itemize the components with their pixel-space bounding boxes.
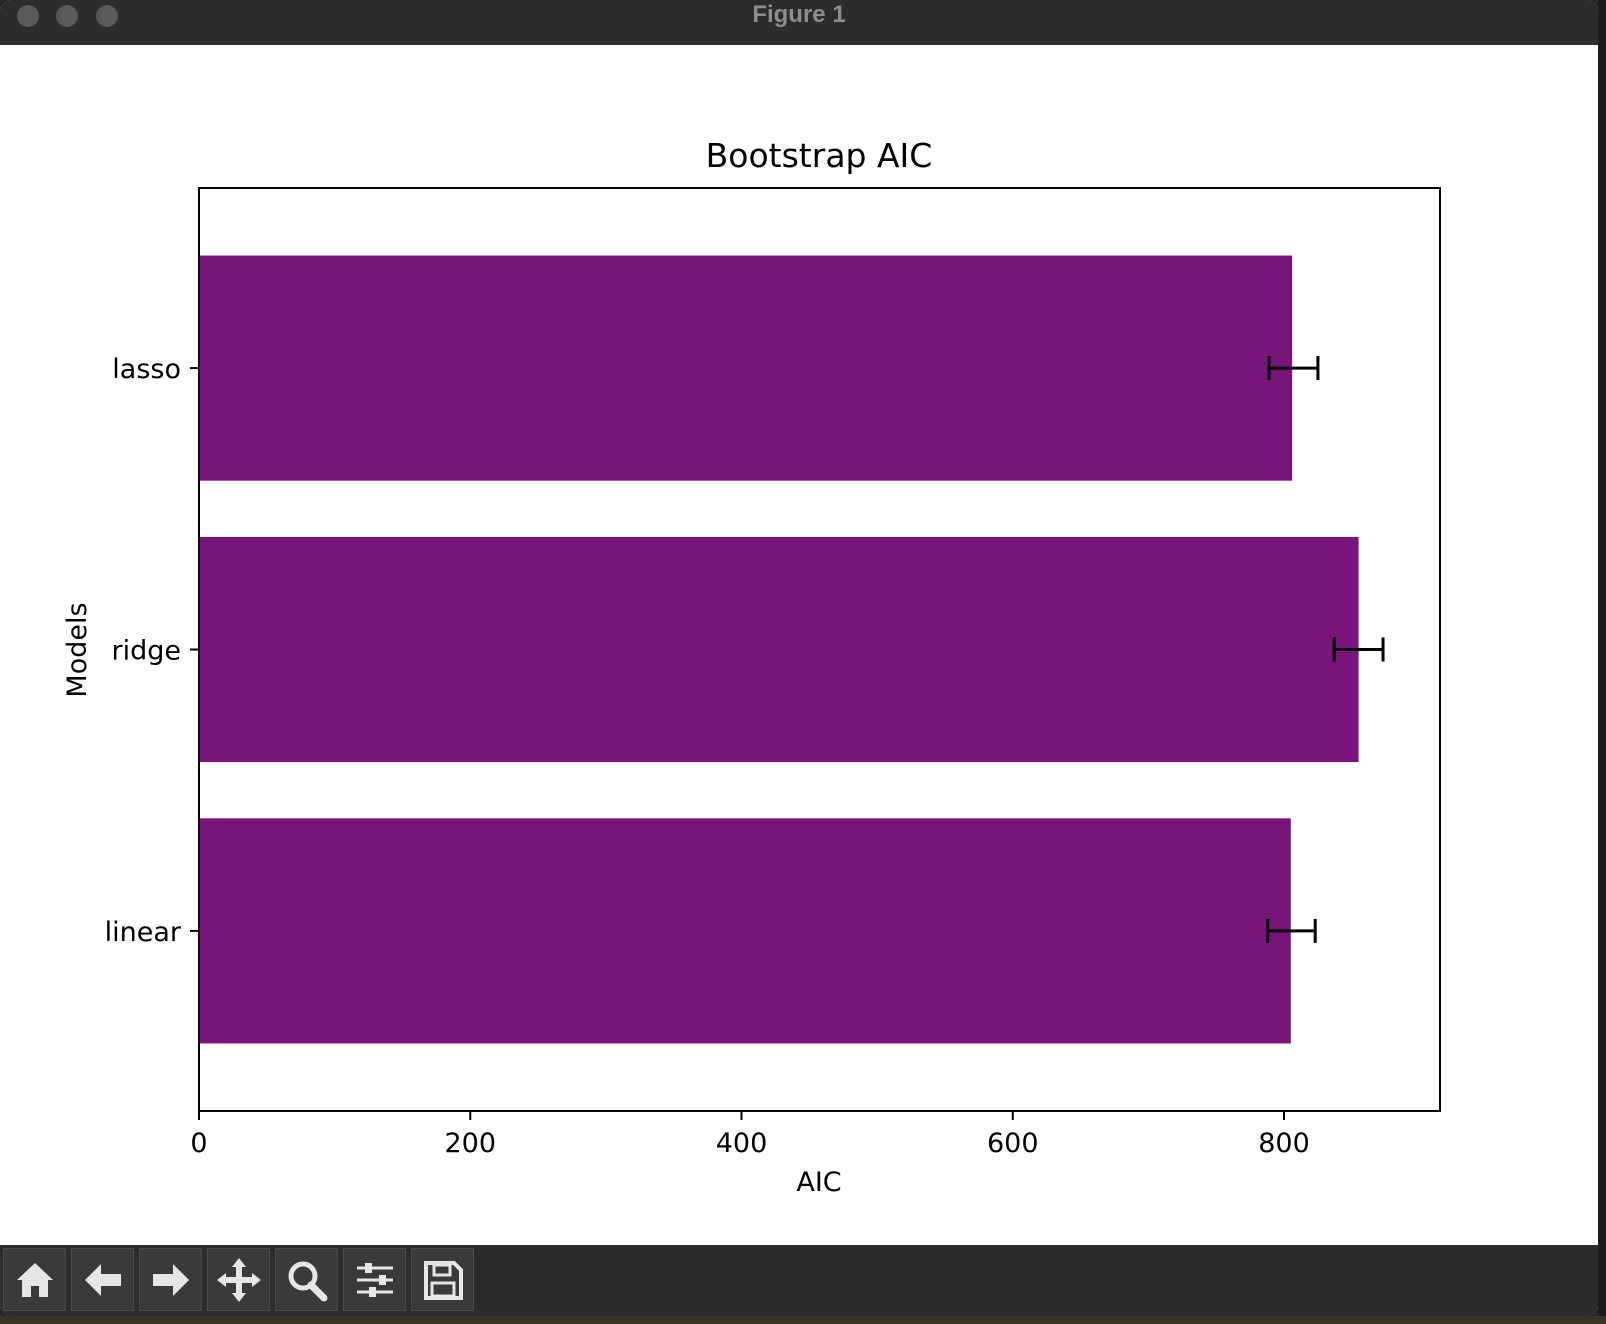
chart-title: Bootstrap AIC — [706, 136, 933, 175]
desktop-background-bottom — [0, 1316, 1606, 1324]
home-icon — [16, 1262, 53, 1297]
y-ticks-group: linear ridge lasso — [105, 354, 199, 948]
y-axis-label: Models — [62, 602, 93, 697]
save-icon — [423, 1260, 463, 1300]
errorbar-ridge — [1332, 637, 1385, 662]
x-tick-label-800: 800 — [1258, 1128, 1310, 1159]
figure-canvas[interactable]: Bootstrap AIC linear ridge lasso 0 200 400 60… — [0, 45, 1598, 1245]
x-tick-label-600: 600 — [987, 1128, 1039, 1159]
x-tick-label-400: 400 — [716, 1128, 768, 1159]
home-button[interactable] — [3, 1248, 66, 1311]
y-tick-label-linear: linear — [105, 917, 182, 948]
x-ticks-group: 0 200 400 600 800 — [190, 1111, 1310, 1159]
configure-subplots-button[interactable] — [343, 1248, 406, 1311]
configure-subplots-icon — [356, 1262, 393, 1297]
forward-arrow-icon — [152, 1263, 189, 1296]
save-button[interactable] — [411, 1248, 474, 1311]
desktop-background-edge — [1598, 0, 1606, 1324]
back-button[interactable] — [71, 1248, 134, 1311]
errorbar-linear — [1266, 918, 1317, 943]
zoom-button[interactable] — [275, 1248, 338, 1311]
x-axis-label: AIC — [796, 1167, 841, 1198]
title-bar[interactable]: Figure 1 — [0, 0, 1598, 46]
y-tick-label-lasso: lasso — [112, 354, 181, 385]
zoom-icon — [288, 1261, 327, 1301]
x-tick-label-0: 0 — [190, 1128, 207, 1159]
bars-group — [199, 255, 1359, 1044]
bar-lasso — [199, 255, 1293, 481]
y-tick-label-ridge: ridge — [112, 636, 182, 667]
bar-chart: Bootstrap AIC linear ridge lasso 0 200 400 60… — [62, 136, 1441, 1198]
back-arrow-icon — [84, 1263, 121, 1296]
window-title: Figure 1 — [752, 1, 846, 28]
x-tick-label-200: 200 — [444, 1128, 496, 1159]
zoom-window-button[interactable] — [96, 5, 118, 27]
bar-ridge — [199, 536, 1359, 763]
errorbar-lasso — [1267, 356, 1320, 381]
bar-linear — [199, 818, 1291, 1044]
pan-button[interactable] — [207, 1248, 270, 1311]
minimize-window-button[interactable] — [56, 5, 78, 27]
forward-button[interactable] — [139, 1248, 202, 1311]
close-window-button[interactable] — [17, 5, 39, 27]
navigation-toolbar — [0, 1245, 1598, 1316]
pan-icon — [216, 1257, 261, 1302]
errorbars-group — [1266, 356, 1385, 943]
